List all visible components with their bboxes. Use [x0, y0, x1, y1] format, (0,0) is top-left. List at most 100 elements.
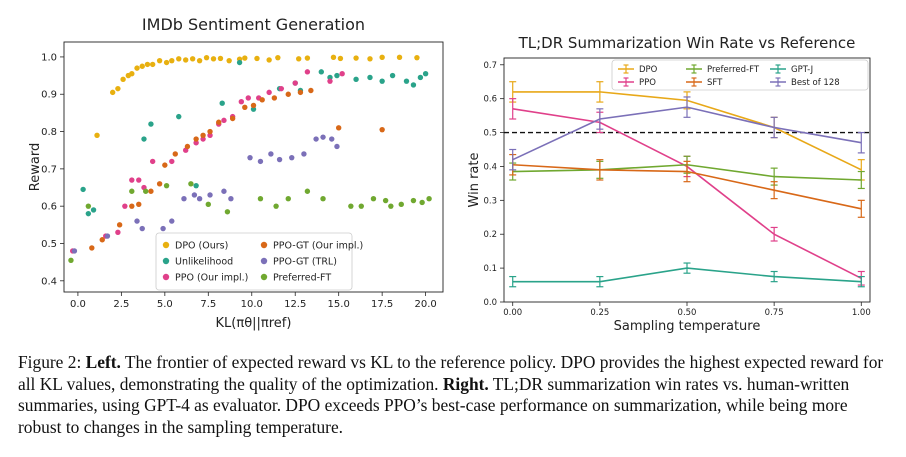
scatter-point: [268, 151, 274, 157]
scatter-point: [327, 78, 333, 84]
scatter-point: [301, 151, 307, 157]
figure-charts: 0.0 2.5 5.0 7.5 10.0 12.5 15.0 17.5 20.00.40.50.…: [28, 15, 871, 334]
caption-left-label: Left.: [85, 352, 121, 372]
scatter-point: [200, 136, 206, 142]
scatter-point: [422, 71, 429, 77]
scatter-point: [273, 203, 279, 209]
scatter-point: [318, 69, 325, 75]
scatter-point: [410, 82, 417, 88]
scatter-point: [410, 197, 417, 204]
scatter-point: [266, 89, 272, 96]
legend-label: Preferred-FT: [707, 65, 760, 75]
scatter-point: [120, 76, 126, 83]
scatter-point: [285, 196, 291, 202]
scatter-point: [149, 61, 156, 68]
scatter-point: [276, 156, 283, 163]
scatter-point: [266, 57, 272, 63]
scatter-point: [370, 196, 377, 202]
scatter-point: [334, 143, 340, 150]
scatter-point: [379, 54, 385, 60]
scatter-point: [388, 203, 394, 209]
caption-figure-label: Figure 2:: [18, 352, 86, 372]
scatter-point: [289, 154, 295, 161]
scatter-point: [329, 136, 335, 142]
scatter-point: [163, 59, 170, 66]
scatter-point: [367, 74, 373, 81]
scatter-point: [353, 76, 359, 83]
scatter-point: [104, 233, 111, 239]
scatter-point: [115, 229, 121, 235]
legend-marker: [162, 241, 170, 249]
scatter-point: [148, 121, 154, 127]
legend-label: PPO-GT (Our impl.): [273, 241, 363, 252]
scatter-point: [296, 56, 302, 62]
legend-label: Best of 128: [791, 78, 840, 88]
scatter-point: [136, 177, 142, 183]
y-tick-label: 0.7: [483, 61, 497, 71]
scatter-point: [156, 57, 163, 64]
y-tick-label: 0.5: [41, 239, 57, 250]
scatter-point: [228, 196, 234, 202]
scatter-point: [176, 56, 182, 62]
scatter-point: [292, 80, 298, 86]
y-tick-label: 0.8: [41, 127, 57, 138]
legend-label: SFT: [707, 78, 723, 88]
scatter-point: [278, 85, 285, 92]
scatter-point: [216, 119, 222, 125]
scatter-point: [141, 136, 147, 142]
scatter-point: [242, 55, 248, 61]
y-tick-label: 0.9: [41, 90, 57, 101]
scatter-point: [160, 225, 166, 232]
x-tick-label: 1.00: [852, 308, 871, 318]
scatter-point: [396, 54, 403, 60]
x-tick-label: 5.0: [157, 299, 173, 310]
caption-left-text: The frontier of expected reward vs KL to…: [18, 352, 884, 394]
caption-right-text: TL;DR summarization win rates vs. human-…: [18, 373, 850, 437]
scatter-point: [116, 222, 123, 228]
scatter-point: [297, 89, 304, 96]
scatter-point: [85, 203, 92, 209]
x-tick-label: 17.5: [371, 299, 393, 310]
y-tick-label: 0.4: [483, 162, 497, 172]
legend-marker: [260, 273, 268, 281]
scatter-point: [129, 203, 135, 209]
legend-label: GPT-J: [791, 65, 813, 75]
scatter-point: [339, 71, 345, 77]
scatter-point: [182, 57, 189, 63]
scatter-point: [129, 188, 135, 194]
y-tick-label: 0.0: [483, 298, 497, 308]
imdb-scatter-chart: 0.0 2.5 5.0 7.5 10.0 12.5 15.0 17.5 20.0 0.4 0.5 0.…: [28, 15, 444, 331]
y-tick-label: 0.6: [483, 95, 497, 105]
scatter-point: [169, 158, 175, 165]
x-tick-label: 0.50: [678, 308, 697, 318]
scatter-point: [205, 201, 211, 208]
legend-marker: [260, 241, 268, 249]
scatter-point: [242, 104, 248, 110]
scatter-point: [414, 54, 420, 61]
scatter-point: [334, 72, 340, 79]
y-axis-label: Reward: [28, 143, 43, 191]
x-tick-label: 0.25: [590, 308, 609, 318]
scatter-point: [221, 117, 227, 124]
legend-marker: [162, 273, 170, 281]
scatter-point: [389, 72, 396, 79]
legend-label: Unlikelihood: [175, 257, 233, 268]
scatter-point: [99, 237, 105, 243]
scatter-point: [250, 106, 257, 112]
legend-box: [611, 59, 869, 91]
scatter-point: [181, 196, 187, 202]
scatter-point: [348, 203, 354, 209]
scatter-point: [221, 188, 227, 194]
scatter-point: [238, 99, 245, 105]
scatter-point: [163, 182, 170, 189]
legend-label: Preferred-FT: [273, 273, 331, 284]
scatter-point: [189, 56, 196, 62]
scatter-point: [337, 55, 344, 62]
scatter-point: [129, 177, 135, 183]
scatter-point: [236, 59, 243, 66]
scatter-point: [207, 132, 213, 138]
scatter-point: [320, 196, 326, 202]
scatter-point: [353, 55, 359, 61]
tldr-line-chart: 0.00 0.25 0.50 0.75 1.00 0.0 0.1 0.2 0.3 0.4 0.5 0.…: [467, 34, 871, 334]
scatter-point: [275, 54, 281, 61]
